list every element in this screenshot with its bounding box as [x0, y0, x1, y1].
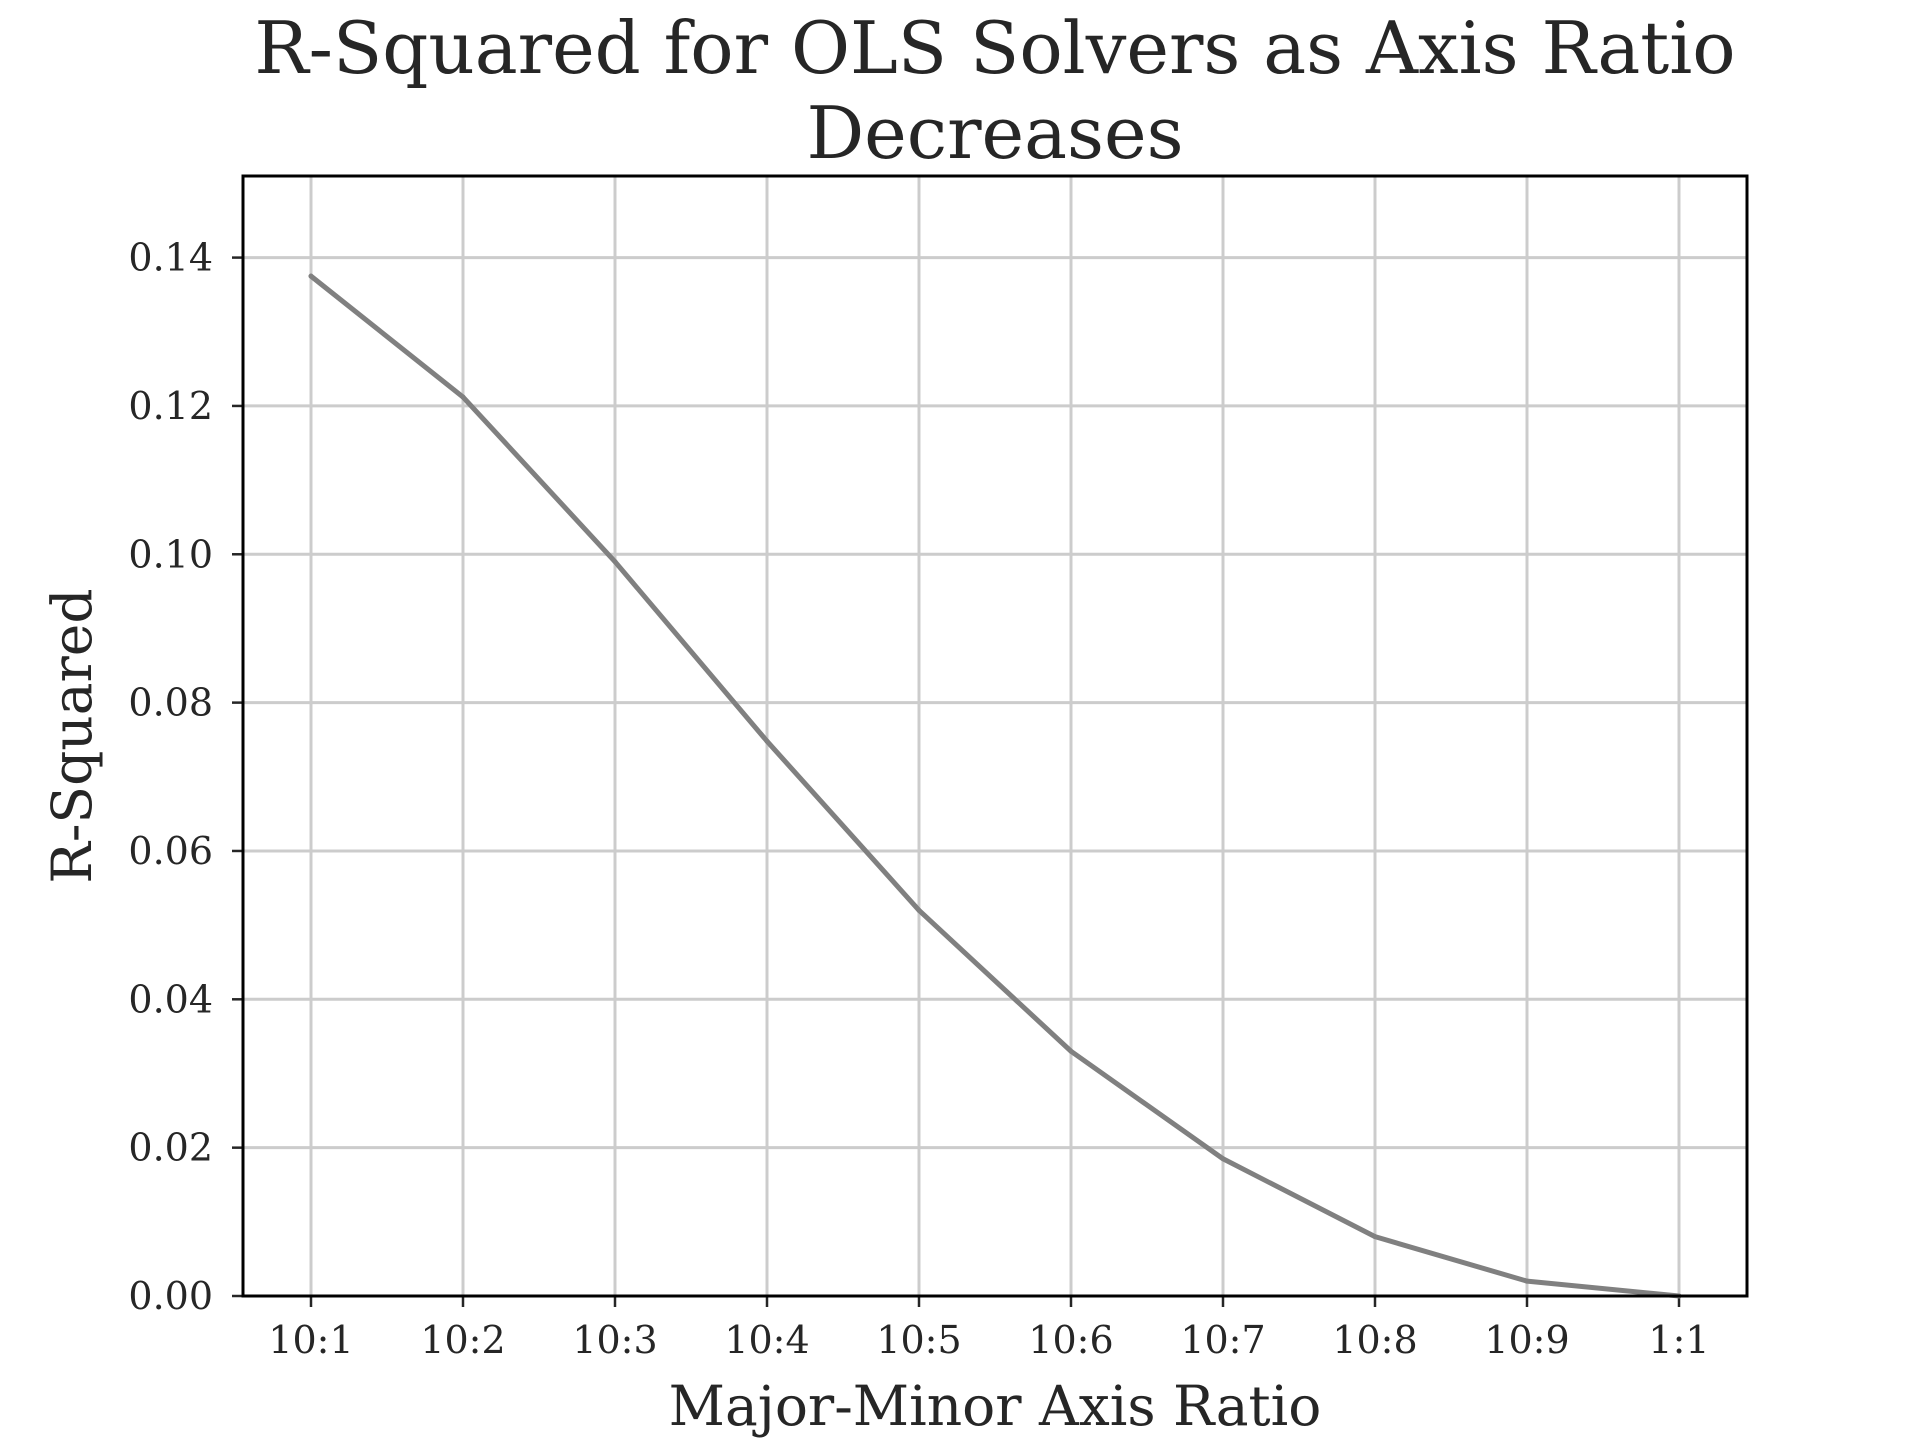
series-line	[308, 273, 1682, 1299]
y-axis-label: R-Squared	[40, 588, 104, 883]
x-tick-label: 10:3	[572, 1318, 657, 1362]
x-tick-label: 10:1	[268, 1318, 353, 1362]
x-tick-label: 10:7	[1180, 1318, 1265, 1362]
y-tick-label: 0.00	[128, 1274, 213, 1318]
x-tick-label: 10:4	[724, 1318, 809, 1362]
x-tick-label: 10:2	[420, 1318, 505, 1362]
data-point	[460, 394, 466, 400]
data-point	[1220, 1156, 1226, 1162]
chart-title-line-1: R-Squared for OLS Solvers as Axis Ratio	[254, 6, 1735, 90]
axis-ticks: 10:1 10:2 10:3 10:4 10:5 10:6 10:7 10:8 10:9 1:1 0…	[128, 236, 1709, 1362]
y-tick-label: 0.06	[128, 829, 213, 873]
data-point	[612, 559, 618, 565]
data-series	[308, 273, 1682, 1299]
x-tick-label: 10:6	[1028, 1318, 1113, 1362]
x-tick-label: 1:1	[1648, 1318, 1709, 1362]
x-tick-label: 10:9	[1484, 1318, 1569, 1362]
y-tick-label: 0.04	[128, 977, 213, 1021]
data-point	[1068, 1048, 1074, 1054]
chart-title-line-2: Decreases	[806, 91, 1183, 175]
y-tick-label: 0.10	[128, 532, 213, 576]
y-tick-label: 0.08	[128, 681, 213, 725]
x-tick-label: 10:8	[1332, 1318, 1417, 1362]
gridlines	[243, 176, 1747, 1298]
data-point	[308, 273, 314, 279]
x-axis-label: Major-Minor Axis Ratio	[669, 1374, 1322, 1438]
x-tick-label: 10:5	[876, 1318, 961, 1362]
y-tick-label: 0.14	[128, 236, 213, 280]
y-tick-label: 0.02	[128, 1126, 213, 1170]
data-point	[1372, 1234, 1378, 1240]
y-tick-label: 0.12	[128, 384, 213, 428]
data-point	[916, 907, 922, 913]
data-point	[1524, 1278, 1530, 1284]
plot-frame	[241, 174, 1749, 1298]
data-point	[764, 738, 770, 744]
